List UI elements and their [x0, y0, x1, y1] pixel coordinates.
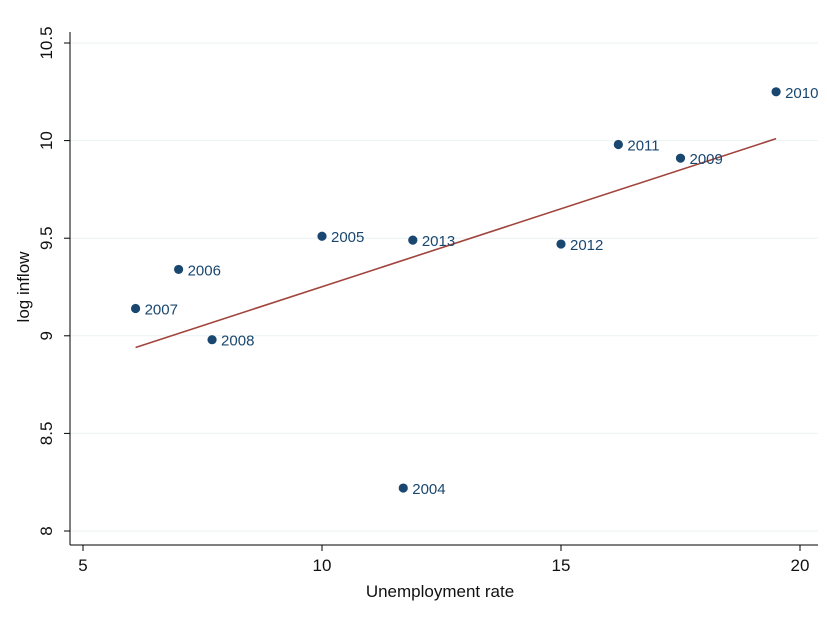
fit-line	[135, 137, 777, 349]
x-tick-label: 10	[313, 556, 332, 575]
data-point	[317, 231, 327, 241]
data-point-label: 2010	[785, 85, 818, 102]
data-points: 2004 2005 2006 2007 2008 2009 2010 2011 2012 2013	[130, 85, 818, 498]
data-point-label: 2004	[412, 481, 445, 498]
x-tick-label: 15	[552, 556, 571, 575]
x-axis-title: Unemployment rate	[366, 582, 514, 601]
data-point	[398, 483, 408, 493]
fit-line-layer	[135, 137, 777, 349]
data-point-label: 2009	[690, 151, 723, 168]
data-point-label: 2007	[145, 301, 178, 318]
data-point-label: 2013	[422, 233, 455, 250]
data-point-label: 2011	[627, 138, 659, 155]
data-point-label: 2012	[570, 237, 603, 254]
data-point-label: 2006	[188, 262, 221, 279]
data-point	[771, 87, 781, 97]
y-tick-label: 10.5	[37, 26, 56, 59]
data-point-label: 2005	[331, 229, 364, 246]
data-point	[613, 139, 623, 150]
x-tick-label: 5	[78, 556, 87, 575]
y-tick-label: 8	[37, 526, 56, 535]
data-point	[174, 264, 184, 275]
y-tick-label: 8.5	[37, 422, 56, 446]
y-tick-label: 10	[37, 131, 56, 150]
data-point-label: 2008	[221, 333, 254, 350]
data-point	[130, 303, 141, 314]
data-point	[675, 153, 686, 163]
data-point	[556, 239, 566, 249]
x-tick-label: 20	[791, 556, 810, 575]
y-tick-label: 9.5	[37, 226, 56, 250]
axes: 8 8.5 9 9.5 10 10.5 5 10 15 20	[37, 26, 818, 575]
y-tick-label: 9	[37, 331, 56, 340]
gridlines	[70, 42, 818, 532]
data-point	[207, 335, 217, 345]
y-axis-title: log inflow	[14, 251, 33, 323]
data-point	[408, 235, 418, 245]
